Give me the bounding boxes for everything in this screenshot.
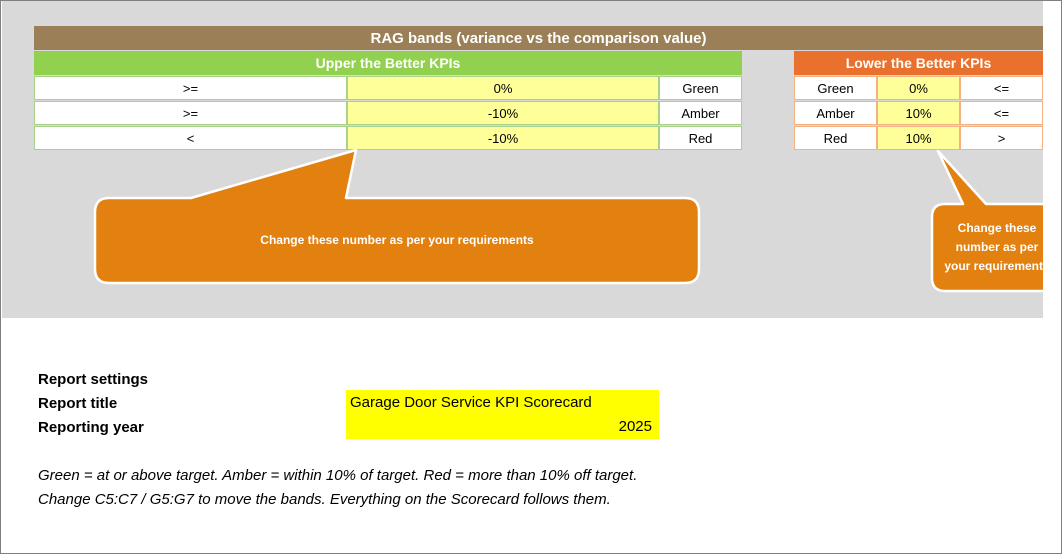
report-settings-heading: Report settings <box>38 371 149 388</box>
lower-kpis-header: Lower the Better KPIs <box>794 51 1043 75</box>
band-note-line: Green = at or above target. Amber = with… <box>38 467 638 484</box>
lower-op-cell[interactable]: > <box>960 126 1043 150</box>
callout-shapes <box>93 148 1043 293</box>
lower-callout-line: number as per <box>955 240 1039 254</box>
lower-threshold-cell[interactable]: 10% <box>877 126 960 150</box>
upper-op-cell[interactable]: >= <box>34 101 347 125</box>
report-title-label: Report title <box>38 395 118 412</box>
settings-input-area <box>346 390 659 439</box>
upper-threshold-cell[interactable]: -10% <box>347 101 659 125</box>
upper-op-cell[interactable]: >= <box>34 76 347 100</box>
lower-callout-line: your requirements <box>944 259 1043 273</box>
report-title-field[interactable]: Garage Door Service KPI Scorecard <box>350 394 592 411</box>
lower-threshold-cell[interactable]: 10% <box>877 101 960 125</box>
rag-bands-title: RAG bands (variance vs the comparison va… <box>34 26 1043 50</box>
upper-band-cell[interactable]: Red <box>659 126 742 150</box>
lower-callout-text: Change these number as per your requirem… <box>932 219 1043 276</box>
lower-band-cell[interactable]: Amber <box>794 101 877 125</box>
lower-op-cell[interactable]: <= <box>960 76 1043 100</box>
lower-band-cell[interactable]: Red <box>794 126 877 150</box>
lower-op-cell[interactable]: <= <box>960 101 1043 125</box>
lower-callout-shape <box>930 149 1043 293</box>
lower-callout-clip: Change these number as per your requirem… <box>932 204 1043 291</box>
upper-band-cell[interactable]: Amber <box>659 101 742 125</box>
reporting-year-label: Reporting year <box>38 419 144 436</box>
lower-band-cell[interactable]: Green <box>794 76 877 100</box>
lower-callout-line: Change these <box>957 221 1037 235</box>
upper-band-cell[interactable]: Green <box>659 76 742 100</box>
upper-op-cell[interactable]: < <box>34 126 347 150</box>
band-note-line: Change C5:C7 / G5:G7 to move the bands. … <box>38 491 611 508</box>
upper-callout-shape <box>93 148 701 285</box>
upper-threshold-cell[interactable]: 0% <box>347 76 659 100</box>
upper-kpis-header: Upper the Better KPIs <box>34 51 742 75</box>
upper-callout-text: Change these number as per your requirem… <box>260 233 534 247</box>
upper-threshold-cell[interactable]: -10% <box>347 126 659 150</box>
reporting-year-field[interactable]: 2025 <box>618 418 652 435</box>
lower-threshold-cell[interactable]: 0% <box>877 76 960 100</box>
